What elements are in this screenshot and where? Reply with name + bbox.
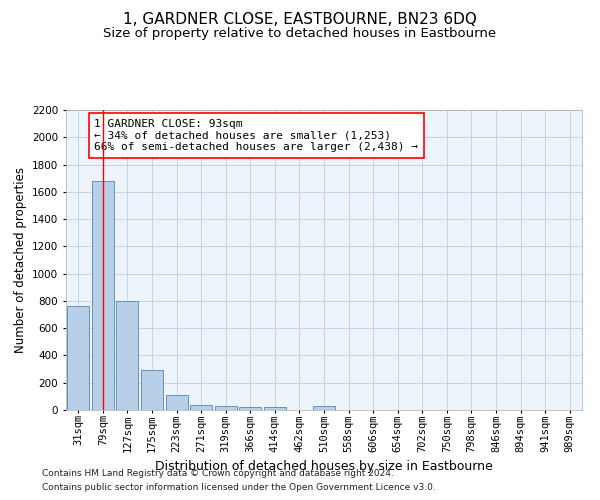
Y-axis label: Number of detached properties: Number of detached properties: [14, 167, 26, 353]
Bar: [166, 395, 188, 410]
Text: Contains public sector information licensed under the Open Government Licence v3: Contains public sector information licen…: [42, 484, 436, 492]
Bar: [116, 301, 139, 410]
Text: 1 GARDNER CLOSE: 93sqm
← 34% of detached houses are smaller (1,253)
66% of semi-: 1 GARDNER CLOSE: 93sqm ← 34% of detached…: [94, 119, 418, 152]
X-axis label: Distribution of detached houses by size in Eastbourne: Distribution of detached houses by size …: [155, 460, 493, 473]
Bar: [92, 181, 114, 410]
Bar: [67, 306, 89, 410]
Text: 1, GARDNER CLOSE, EASTBOURNE, BN23 6DQ: 1, GARDNER CLOSE, EASTBOURNE, BN23 6DQ: [123, 12, 477, 28]
Text: Size of property relative to detached houses in Eastbourne: Size of property relative to detached ho…: [103, 28, 497, 40]
Bar: [313, 406, 335, 410]
Bar: [190, 404, 212, 410]
Text: Contains HM Land Registry data © Crown copyright and database right 2024.: Contains HM Land Registry data © Crown c…: [42, 468, 394, 477]
Bar: [239, 408, 262, 410]
Bar: [215, 406, 237, 410]
Bar: [264, 408, 286, 410]
Bar: [141, 370, 163, 410]
